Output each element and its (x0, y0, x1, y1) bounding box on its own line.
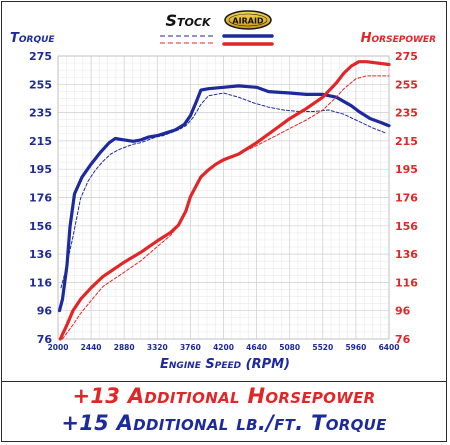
y-axis-left: 76 96 116 136 156 176 195 215 235 255 275 (29, 50, 52, 346)
y-left-tick-label: 195 (29, 163, 52, 176)
y-left-tick-label: 235 (29, 107, 52, 120)
y-left-tick-label: 275 (29, 50, 52, 63)
y-axis-right-title: Horsepower (361, 31, 436, 46)
torque-gain-text: +15 Additional lb./ft. Torque (61, 411, 387, 435)
y-left-tick-label: 176 (29, 192, 52, 205)
gain-banner: +13 Additional Horsepower +15 Additional… (2, 381, 446, 441)
airaid-logo: AIRAID (224, 10, 272, 30)
y-right-tick-label: 76 (395, 333, 411, 346)
y-right-tick-label: 235 (395, 107, 418, 120)
torque-airaid-line (57, 84, 391, 313)
y-right-tick-label: 275 (395, 50, 418, 63)
y-right-tick-label: 96 (395, 305, 411, 318)
legend-stock-label: Stock (166, 11, 212, 30)
horsepower-gain-text: +13 Additional Horsepower (72, 384, 376, 408)
plot-border (57, 55, 390, 340)
x-tick-label: 3760 (180, 343, 201, 352)
y-left-tick-label: 116 (29, 276, 52, 289)
x-tick-label: 2000 (48, 343, 69, 352)
dyno-chart: 76 96 116 136 156 176 195 215 235 255 275 76 96 116 1… (10, 10, 436, 372)
x-tick-label: 6400 (379, 343, 400, 352)
horsepower-stock-line (62, 75, 390, 340)
legend: Stock AIRAID (160, 10, 274, 46)
horsepower-airaid-line (58, 60, 391, 341)
y-right-tick-label: 116 (395, 276, 418, 289)
y-left-tick-label: 255 (29, 78, 52, 91)
x-tick-label: 2880 (114, 343, 135, 352)
x-tick-label: 5080 (279, 343, 300, 352)
x-tick-label: 5520 (312, 343, 333, 352)
series (57, 60, 391, 341)
y-right-tick-label: 255 (395, 78, 418, 91)
y-left-tick-label: 96 (37, 305, 53, 318)
y-right-tick-label: 195 (395, 163, 418, 176)
y-left-tick-label: 136 (29, 248, 52, 261)
x-tick-label: 2440 (81, 343, 102, 352)
y-right-tick-label: 176 (395, 192, 418, 205)
y-left-tick-label: 156 (29, 220, 52, 233)
x-tick-label: 5960 (345, 343, 366, 352)
y-left-tick-label: 76 (37, 333, 53, 346)
y-axis-left-title: Torque (10, 31, 55, 46)
legend-airaid-label: AIRAID (232, 16, 263, 25)
y-left-tick-label: 215 (29, 135, 52, 148)
y-right-tick-label: 156 (395, 220, 418, 233)
x-axis-title: Engine Speed (RPM) (160, 357, 290, 372)
grid (57, 55, 390, 340)
x-tick-label: 3320 (147, 343, 168, 352)
x-tick-label: 4640 (246, 343, 267, 352)
y-axis-right: 76 96 116 136 156 176 195 215 235 255 275 (395, 50, 418, 346)
x-tick-label: 4200 (213, 343, 234, 352)
y-right-tick-label: 215 (395, 135, 418, 148)
x-axis: 2000 2440 2880 3320 3760 4200 4640 5080 5520 5960… (48, 343, 400, 352)
y-right-tick-label: 136 (395, 248, 418, 261)
